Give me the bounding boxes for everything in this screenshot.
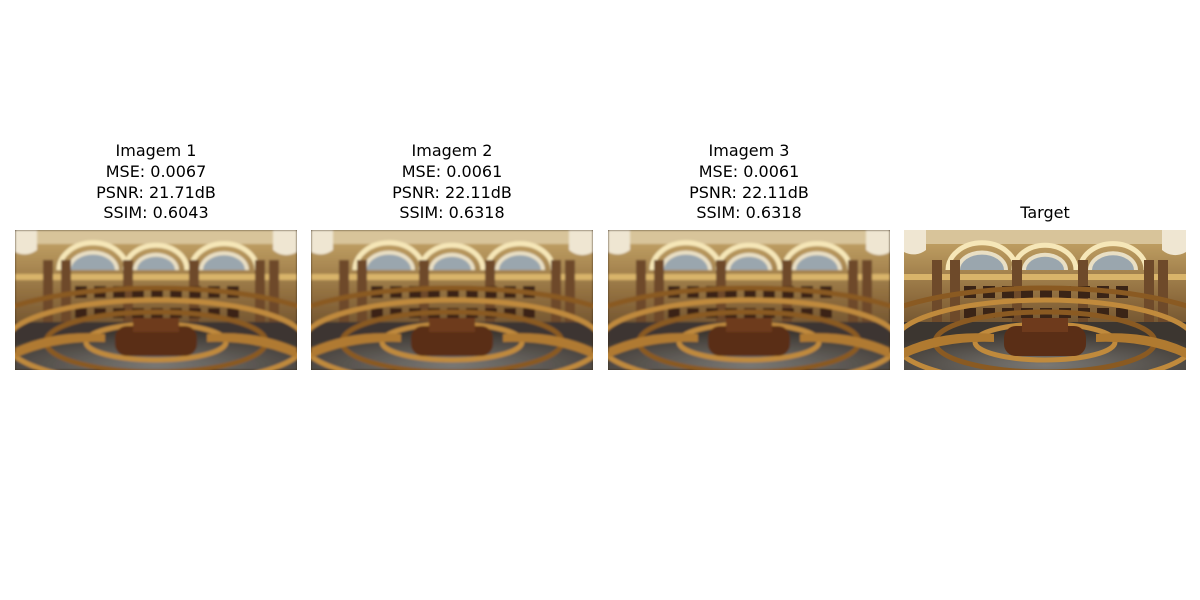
mse-label: MSE: 0.0061 bbox=[401, 161, 503, 181]
panel-title-block: Imagem 1 MSE: 0.0067 PSNR: 21.71dB SSIM:… bbox=[0, 141, 317, 224]
reading-room-photo-icon bbox=[311, 230, 593, 370]
panel-title-block: Imagem 3 MSE: 0.0061 PSNR: 22.11dB SSIM:… bbox=[588, 141, 910, 224]
reading-room-image-2 bbox=[311, 230, 593, 370]
reading-room-photo-icon bbox=[904, 230, 1186, 370]
reading-room-image-3 bbox=[608, 230, 890, 370]
panel-target: Target bbox=[904, 0, 1186, 600]
ssim-label: SSIM: 0.6318 bbox=[399, 203, 505, 223]
mse-label: MSE: 0.0067 bbox=[105, 161, 207, 181]
reading-room-image-target bbox=[904, 230, 1186, 370]
reading-room-photo-icon bbox=[15, 230, 297, 370]
panel-title-block: Imagem 2 MSE: 0.0061 PSNR: 22.11dB SSIM:… bbox=[291, 141, 613, 224]
psnr-label: PSNR: 21.71dB bbox=[96, 182, 216, 202]
panel-imagem-1: Imagem 1 MSE: 0.0067 PSNR: 21.71dB SSIM:… bbox=[15, 0, 297, 600]
panel-imagem-2: Imagem 2 MSE: 0.0061 PSNR: 22.11dB SSIM:… bbox=[311, 0, 593, 600]
reading-room-image-1 bbox=[15, 230, 297, 370]
panel-title: Imagem 2 bbox=[411, 141, 493, 161]
panel-imagem-3: Imagem 3 MSE: 0.0061 PSNR: 22.11dB SSIM:… bbox=[608, 0, 890, 600]
panel-title: Imagem 1 bbox=[115, 141, 197, 161]
psnr-label: PSNR: 22.11dB bbox=[689, 182, 809, 202]
ssim-label: SSIM: 0.6318 bbox=[696, 203, 802, 223]
mse-label: MSE: 0.0061 bbox=[698, 161, 800, 181]
panel-title-block: Target bbox=[884, 203, 1200, 224]
reading-room-photo-icon bbox=[608, 230, 890, 370]
ssim-label: SSIM: 0.6043 bbox=[103, 203, 209, 223]
panel-title: Target bbox=[1020, 203, 1070, 223]
psnr-label: PSNR: 22.11dB bbox=[392, 182, 512, 202]
panel-title: Imagem 3 bbox=[708, 141, 790, 161]
